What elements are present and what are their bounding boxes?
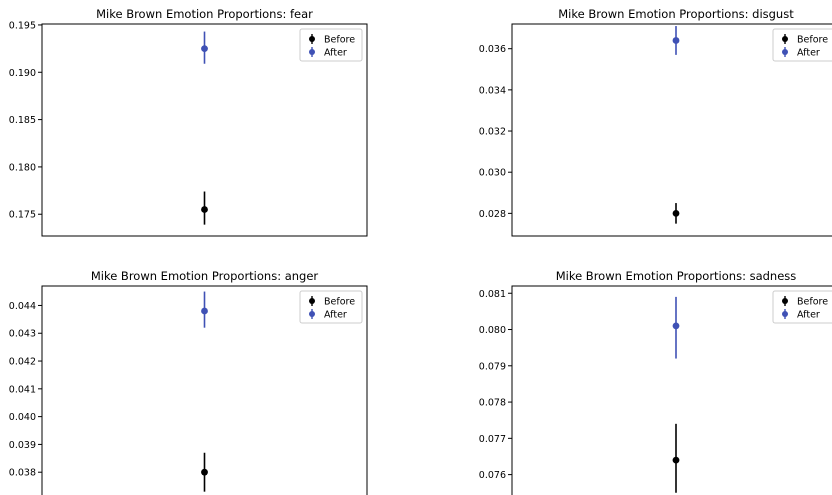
y-tick-label: 0.034 (479, 85, 506, 96)
y-tick-label: 0.039 (9, 440, 36, 451)
chart-panel-2: Mike Brown Emotion Proportions: disgust 0… (479, 7, 832, 237)
y-tick-label: 0.077 (479, 434, 506, 445)
legend-label: After (324, 310, 347, 321)
chart-title: Mike Brown Emotion Proportions: anger (91, 269, 319, 283)
legend-label: Before (324, 297, 355, 308)
data-point (201, 206, 208, 213)
data-point (672, 456, 680, 464)
y-tick-label: 0.042 (9, 357, 36, 368)
legend-marker (782, 49, 788, 55)
y-tick-label: 0.180 (9, 162, 36, 173)
legend-label: After (324, 48, 347, 59)
series-after (672, 26, 680, 55)
legend-label: After (797, 310, 820, 321)
legend-marker (309, 311, 315, 317)
chart-title: Mike Brown Emotion Proportions: fear (96, 7, 313, 21)
chart-panel-4: Mike Brown Emotion Proportions: sadness 0… (479, 269, 832, 495)
data-point (672, 37, 680, 44)
data-point (201, 468, 208, 476)
legend-marker (782, 311, 788, 317)
series-after (672, 296, 680, 359)
y-tick-label: 0.028 (479, 209, 506, 220)
series-after (201, 31, 208, 64)
legend-marker (782, 36, 788, 42)
y-tick-label: 0.080 (479, 325, 506, 336)
legend: Before After (299, 290, 363, 324)
chart-panel-1: Mike Brown Emotion Proportions: fear 0.17… (9, 7, 368, 237)
axes-frame (41, 23, 368, 237)
legend: Before After (299, 28, 363, 62)
legend-marker (309, 49, 315, 55)
legend-box (299, 290, 363, 324)
series-after (201, 291, 208, 328)
axes-frame (511, 23, 832, 237)
chart-panel-3: Mike Brown Emotion Proportions: anger 0.0… (9, 269, 368, 495)
y-tick-label: 0.190 (9, 68, 36, 79)
chart-title: Mike Brown Emotion Proportions: sadness (556, 269, 797, 283)
axes-frame (511, 285, 832, 495)
y-tick-label: 0.030 (479, 168, 506, 179)
legend-marker (309, 298, 315, 304)
legend: Before After (772, 28, 832, 62)
legend-label: Before (797, 297, 828, 308)
series-before (672, 203, 680, 224)
legend-marker (309, 36, 315, 42)
y-tick-label: 0.040 (9, 412, 36, 423)
data-point (201, 307, 208, 315)
legend-marker (782, 298, 788, 304)
y-tick-label: 0.032 (479, 127, 506, 138)
y-tick-label: 0.036 (479, 44, 506, 55)
y-tick-label: 0.195 (9, 20, 36, 31)
y-tick-label: 0.076 (479, 470, 506, 481)
series-before (672, 423, 680, 493)
y-tick-label: 0.175 (9, 210, 36, 221)
y-tick-label: 0.041 (9, 384, 36, 395)
y-tick-label: 0.079 (479, 361, 506, 372)
legend: Before After (772, 290, 832, 324)
chart-title: Mike Brown Emotion Proportions: disgust (558, 7, 794, 21)
data-point (201, 45, 208, 53)
y-tick-label: 0.185 (9, 115, 36, 126)
y-tick-label: 0.038 (9, 468, 36, 479)
axes-frame (41, 285, 368, 495)
y-tick-label: 0.044 (9, 301, 36, 312)
data-point (672, 322, 680, 330)
legend-label: Before (324, 35, 355, 46)
series-before (201, 452, 208, 492)
legend-box (299, 28, 363, 62)
legend-label: After (797, 48, 820, 59)
legend-label: Before (797, 35, 828, 46)
y-tick-label: 0.043 (9, 329, 36, 340)
data-point (672, 209, 680, 217)
y-tick-label: 0.081 (479, 289, 506, 300)
series-before (201, 191, 208, 225)
y-tick-label: 0.078 (479, 398, 506, 409)
